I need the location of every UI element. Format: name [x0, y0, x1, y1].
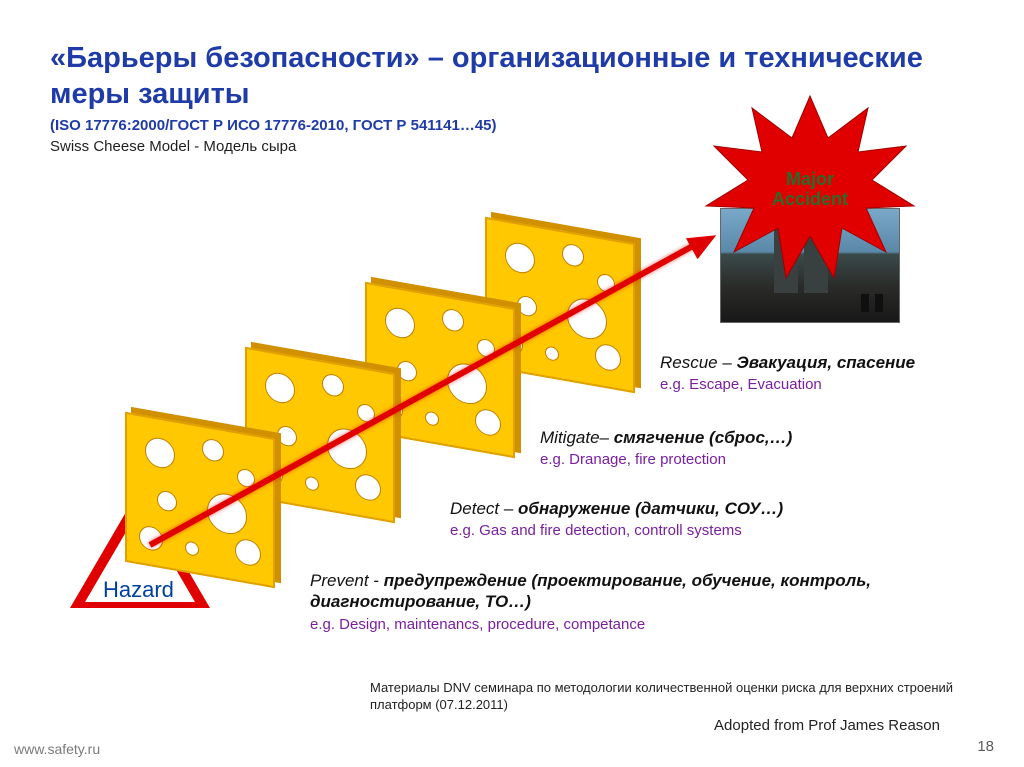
barrier-label: Prevent - предупреждение (проектирование… [310, 570, 940, 634]
barrier-label: Detect – обнаружение (датчики, СОУ…) e.g.… [450, 498, 940, 541]
footer-url: www.safety.ru [14, 741, 100, 757]
cheese-hole [545, 345, 559, 361]
barrier-label: Mitigate– смягчение (сброс,…) e.g. Dranag… [540, 427, 940, 470]
barrier-example: e.g. Dranage, fire protection [540, 451, 940, 470]
accident-line1: Major [786, 169, 834, 189]
cheese-hole [235, 537, 261, 568]
cheese-hole [505, 240, 535, 275]
cheese-hole [397, 359, 417, 383]
source-line2: Adopted from Prof James Reason [370, 716, 980, 736]
page-number: 18 [977, 738, 994, 755]
barrier-example: e.g. Gas and fire detection, controll sy… [450, 522, 940, 541]
major-accident-starburst: Major Accident [700, 90, 920, 290]
cheese-slice [125, 412, 275, 588]
source-line1: Материалы DNV семинара по методологии ко… [370, 680, 980, 714]
cheese-hole [145, 435, 175, 470]
barrier-example: e.g. Escape, Evacuation [660, 376, 940, 395]
accident-label: Major Accident [772, 170, 848, 210]
cheese-hole [517, 294, 537, 318]
barrier-example: e.g. Design, maintenancs, procedure, com… [310, 616, 940, 635]
barrier-label: Rescue – Эвакуация, спасение e.g. Escape,… [660, 352, 940, 395]
cheese-hole [385, 305, 415, 340]
hazard-label: Hazard [103, 577, 174, 603]
barrier-title: Mitigate– смягчение (сброс,…) [540, 427, 940, 448]
cheese-hole [202, 437, 224, 463]
cheese-hole [425, 410, 439, 426]
cheese-hole [185, 540, 199, 556]
cheese-hole [157, 489, 177, 513]
cheese-hole [355, 472, 381, 503]
barrier-title: Prevent - предупреждение (проектирование… [310, 570, 940, 613]
accident-line2: Accident [772, 189, 848, 209]
cheese-hole [475, 407, 501, 438]
cheese-hole [265, 370, 295, 405]
cheese-hole [595, 342, 621, 373]
barrier-title: Rescue – Эвакуация, спасение [660, 352, 940, 373]
cheese-hole [442, 307, 464, 333]
source-citation: Материалы DNV семинара по методологии ко… [370, 680, 980, 735]
swiss-cheese-diagram: Major Accident Hazard Rescue – Эвакуация… [40, 200, 980, 670]
cheese-hole [277, 424, 297, 448]
cheese-hole [322, 372, 344, 398]
cheese-hole [305, 475, 319, 491]
cheese-hole [562, 242, 584, 268]
barrier-title: Detect – обнаружение (датчики, СОУ…) [450, 498, 940, 519]
